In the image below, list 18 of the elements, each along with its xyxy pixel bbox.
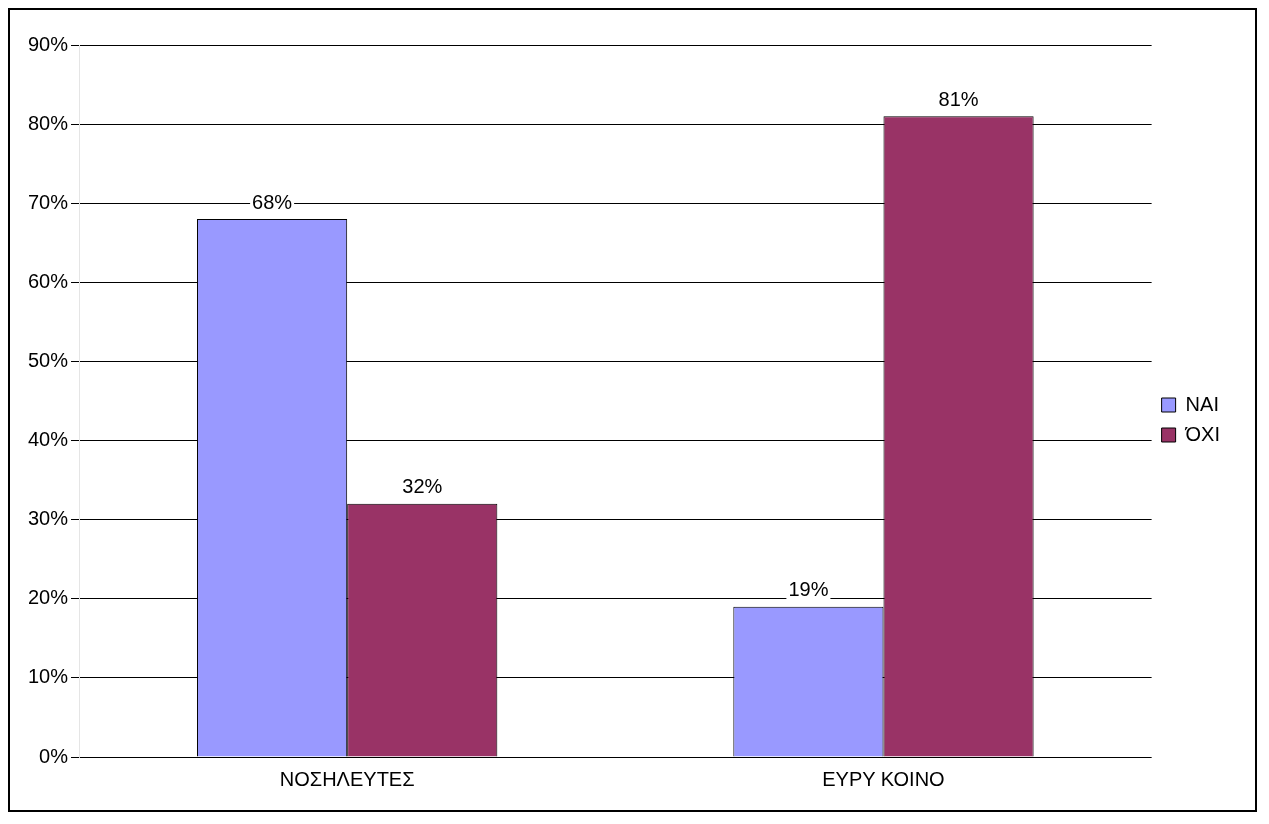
data-label: 19% xyxy=(788,578,829,601)
y-tick-label: 90% xyxy=(28,32,69,55)
data-label: 32% xyxy=(402,475,443,498)
x-tick-label: ΕΥΡΥ ΚΟΙΝΟ xyxy=(822,767,945,790)
y-tick-label: 30% xyxy=(28,507,69,530)
y-tick-label: 10% xyxy=(28,665,69,688)
x-tick-label: ΝΟΣΗΛΕΥΤΕΣ xyxy=(279,767,415,790)
y-tick-label: 20% xyxy=(28,586,69,609)
y-tick-label: 50% xyxy=(28,348,69,371)
legend-label: ΌΧΙ xyxy=(1184,422,1221,445)
y-tick-label: 60% xyxy=(28,269,69,292)
y-tick-label: 40% xyxy=(28,428,69,451)
data-label: 81% xyxy=(938,87,979,110)
y-tick-label: 0% xyxy=(39,744,69,767)
legend-label: ΝΑΙ xyxy=(1185,392,1219,415)
data-label: 68% xyxy=(252,190,293,213)
y-tick-label: 80% xyxy=(28,111,69,134)
y-tick-label: 70% xyxy=(28,190,69,213)
